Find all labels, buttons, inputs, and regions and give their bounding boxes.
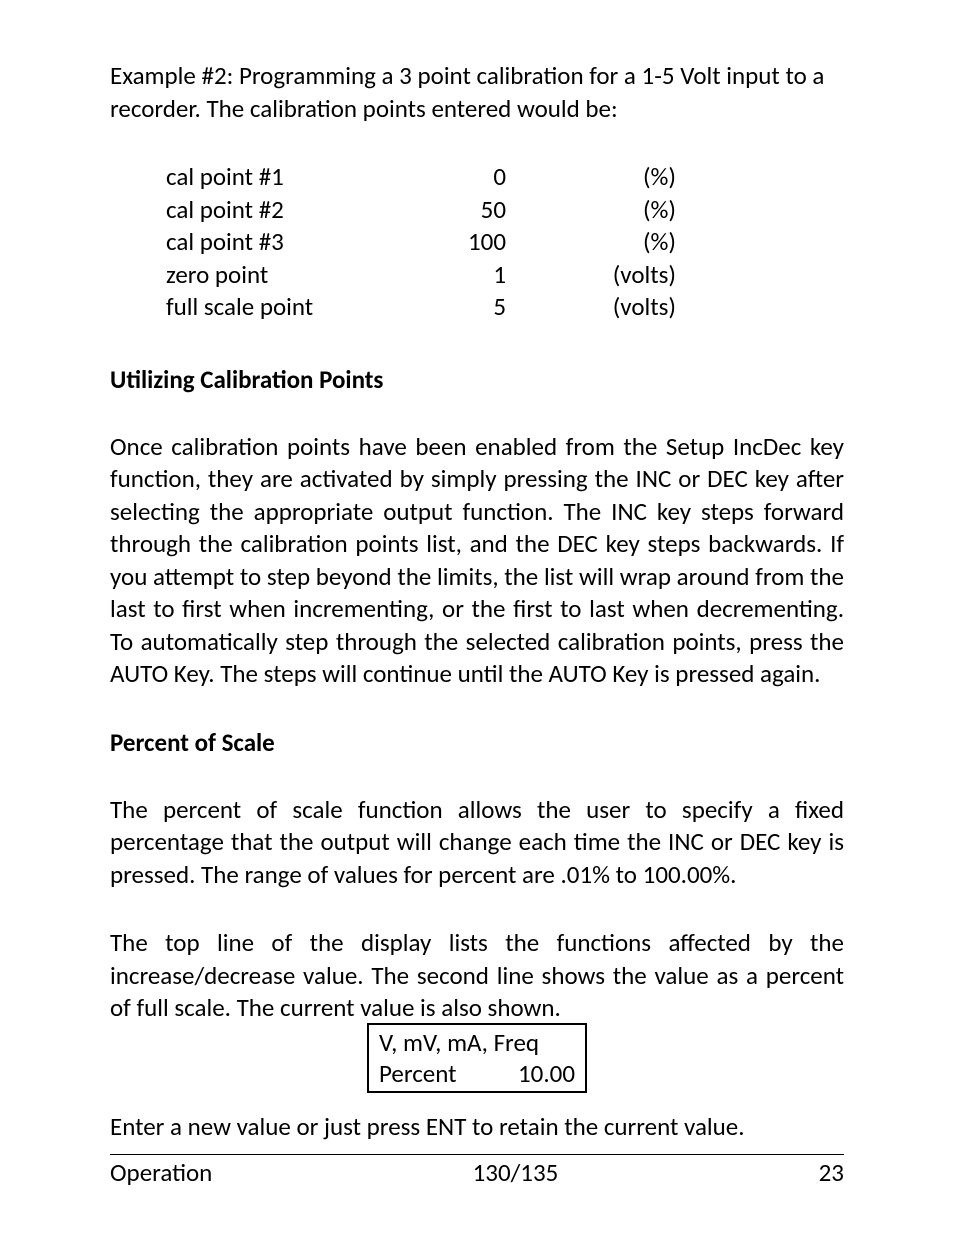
cal-unit: (volts) <box>506 291 676 324</box>
footer-model-number: 130/135 <box>473 1157 559 1188</box>
footer-section-name: Operation <box>110 1157 212 1188</box>
cal-value: 5 <box>386 291 506 324</box>
cal-value: 1 <box>386 259 506 292</box>
display-line-1: V, mV, mA, Freq <box>379 1027 575 1058</box>
page-footer: Operation 130/135 23 <box>110 1157 844 1188</box>
intro-paragraph: Example #2: Programming a 3 point calibr… <box>110 60 844 125</box>
table-row: cal point #2 50 (%) <box>166 194 844 227</box>
document-page: Example #2: Programming a 3 point calibr… <box>0 0 954 1235</box>
cal-label: cal point #2 <box>166 194 386 227</box>
paragraph-percent-2: The top line of the display lists the fu… <box>110 927 844 1025</box>
display-line-2-value: 10.00 <box>518 1058 575 1089</box>
section-heading-percent: Percent of Scale <box>110 727 844 758</box>
cal-value: 0 <box>386 161 506 194</box>
calibration-table: cal point #1 0 (%) cal point #2 50 (%) c… <box>166 161 844 324</box>
lcd-display-box: V, mV, mA, Freq Percent 10.00 <box>367 1023 587 1094</box>
table-row: zero point 1 (volts) <box>166 259 844 292</box>
table-row: full scale point 5 (volts) <box>166 291 844 324</box>
cal-unit: (volts) <box>506 259 676 292</box>
display-line-2: Percent 10.00 <box>379 1058 575 1089</box>
cal-label: cal point #3 <box>166 226 386 259</box>
display-box-wrapper: V, mV, mA, Freq Percent 10.00 <box>110 1023 844 1094</box>
section-heading-utilizing: Utilizing Calibration Points <box>110 364 844 395</box>
paragraph-percent-1: The percent of scale function allows the… <box>110 794 844 892</box>
cal-unit: (%) <box>506 161 676 194</box>
cal-value: 100 <box>386 226 506 259</box>
table-row: cal point #1 0 (%) <box>166 161 844 194</box>
cal-label: full scale point <box>166 291 386 324</box>
cal-unit: (%) <box>506 226 676 259</box>
cal-label: cal point #1 <box>166 161 386 194</box>
table-row: cal point #3 100 (%) <box>166 226 844 259</box>
cal-label: zero point <box>166 259 386 292</box>
cal-value: 50 <box>386 194 506 227</box>
display-line-2-label: Percent <box>379 1058 457 1089</box>
closing-paragraph: Enter a new value or just press ENT to r… <box>110 1111 844 1144</box>
cal-unit: (%) <box>506 194 676 227</box>
footer-divider <box>110 1154 844 1155</box>
paragraph-utilizing: Once calibration points have been enable… <box>110 431 844 691</box>
footer-page-number: 23 <box>819 1157 844 1188</box>
